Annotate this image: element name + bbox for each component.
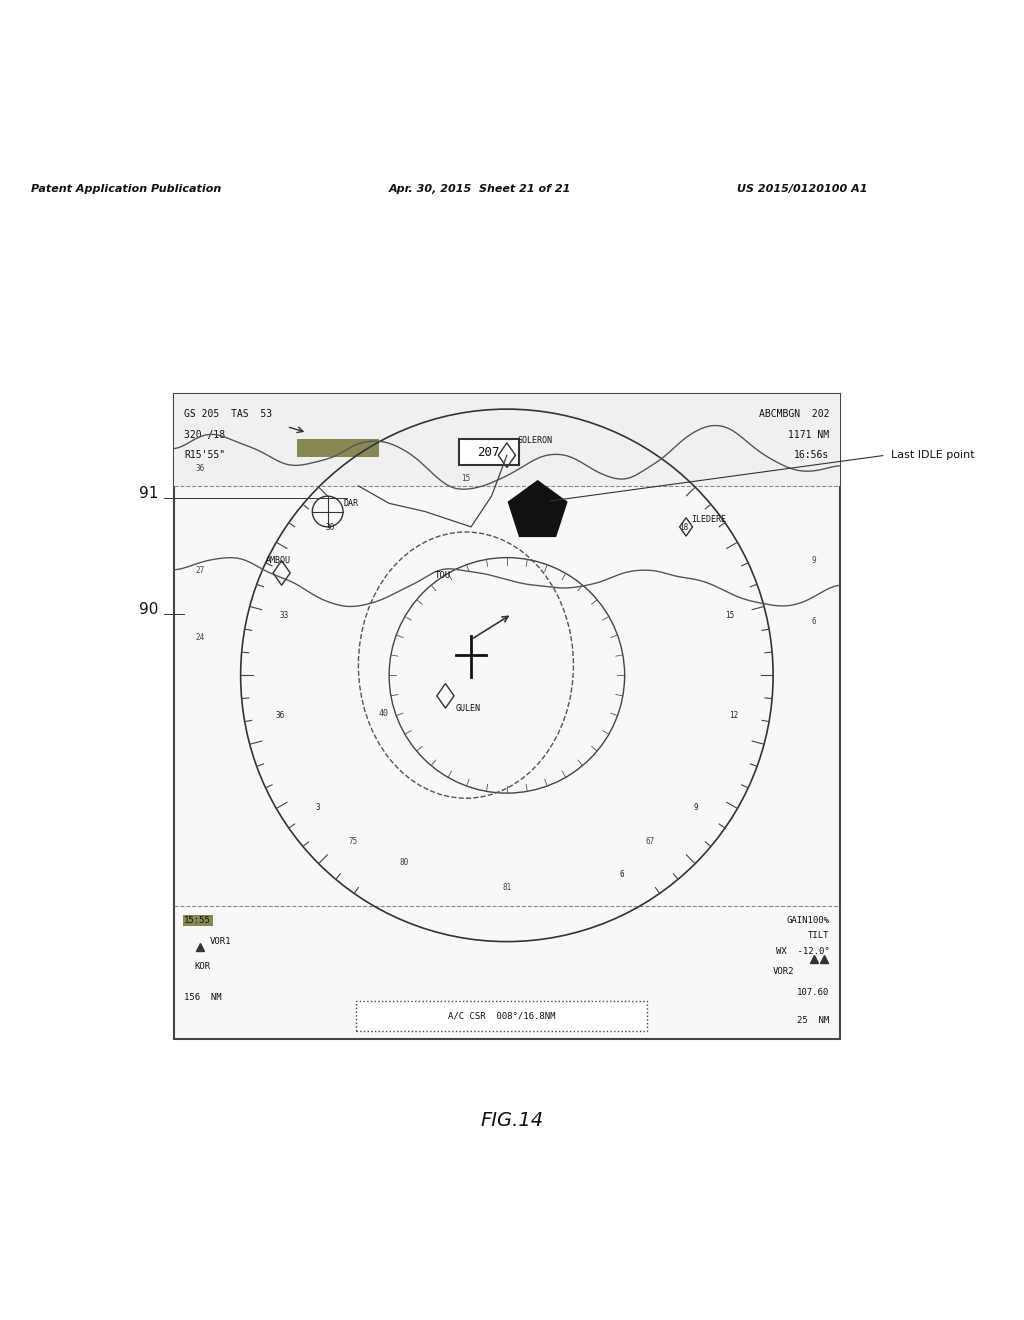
Text: 33: 33 — [280, 611, 289, 620]
Text: 15: 15 — [725, 611, 734, 620]
Text: 30: 30 — [326, 523, 335, 532]
Polygon shape — [508, 480, 567, 536]
Text: 25  NM: 25 NM — [798, 1016, 829, 1026]
Text: VOR2: VOR2 — [773, 968, 795, 977]
Text: 36: 36 — [195, 463, 205, 473]
Text: 1171 NM: 1171 NM — [788, 429, 829, 440]
Text: 80: 80 — [399, 858, 410, 867]
Text: AMBOU: AMBOU — [266, 556, 291, 565]
Text: FIG.14: FIG.14 — [480, 1111, 544, 1130]
Text: R15'55": R15'55" — [184, 450, 225, 461]
Text: 9: 9 — [812, 556, 816, 565]
Text: 81: 81 — [502, 883, 512, 892]
Text: DAR: DAR — [343, 499, 358, 508]
Text: 36: 36 — [275, 711, 285, 719]
Text: 3: 3 — [315, 803, 321, 812]
Text: 15: 15 — [461, 474, 470, 483]
Bar — [174, 393, 840, 486]
Text: 6: 6 — [812, 618, 816, 626]
Text: ILEDERE: ILEDERE — [691, 515, 726, 524]
Text: 91: 91 — [139, 486, 159, 502]
Text: GULEN: GULEN — [456, 704, 480, 713]
Text: Patent Application Publication: Patent Application Publication — [31, 183, 221, 194]
Text: 107.60: 107.60 — [798, 987, 829, 997]
Text: Last IDLE point: Last IDLE point — [891, 450, 975, 461]
Text: 40: 40 — [379, 709, 389, 718]
Text: A/C CSR  008°/16.8NM: A/C CSR 008°/16.8NM — [449, 1012, 555, 1020]
Text: US 2015/0120100 A1: US 2015/0120100 A1 — [737, 183, 867, 194]
Text: SOLERON: SOLERON — [517, 436, 552, 445]
Text: KOR: KOR — [195, 962, 211, 972]
Text: 75: 75 — [348, 837, 358, 846]
Text: 6: 6 — [620, 870, 625, 879]
Text: 27: 27 — [195, 566, 205, 576]
Text: 24: 24 — [195, 632, 205, 642]
Text: 15:55: 15:55 — [184, 916, 211, 925]
Text: 16:56s: 16:56s — [795, 450, 829, 461]
Text: ABCMBGN  202: ABCMBGN 202 — [759, 409, 829, 420]
FancyBboxPatch shape — [459, 438, 519, 466]
Text: 90: 90 — [139, 602, 159, 616]
Text: TOU: TOU — [435, 572, 452, 579]
Text: TILT: TILT — [808, 932, 829, 940]
FancyBboxPatch shape — [356, 1001, 647, 1031]
Text: 207: 207 — [477, 446, 500, 458]
Text: WX  -12.0°: WX -12.0° — [776, 946, 829, 956]
Text: 12: 12 — [729, 711, 738, 719]
Text: 156  NM: 156 NM — [184, 993, 222, 1002]
Text: 18: 18 — [679, 523, 688, 532]
Bar — [174, 393, 840, 1039]
Text: 67: 67 — [645, 837, 655, 846]
Text: GS 205  TAS  53: GS 205 TAS 53 — [184, 409, 272, 420]
Text: 9: 9 — [693, 803, 698, 812]
Text: GAIN100%: GAIN100% — [786, 916, 829, 925]
Text: VOR1: VOR1 — [210, 937, 231, 946]
Text: 320 /18: 320 /18 — [184, 429, 225, 440]
Text: Apr. 30, 2015  Sheet 21 of 21: Apr. 30, 2015 Sheet 21 of 21 — [389, 183, 571, 194]
FancyBboxPatch shape — [297, 438, 379, 457]
